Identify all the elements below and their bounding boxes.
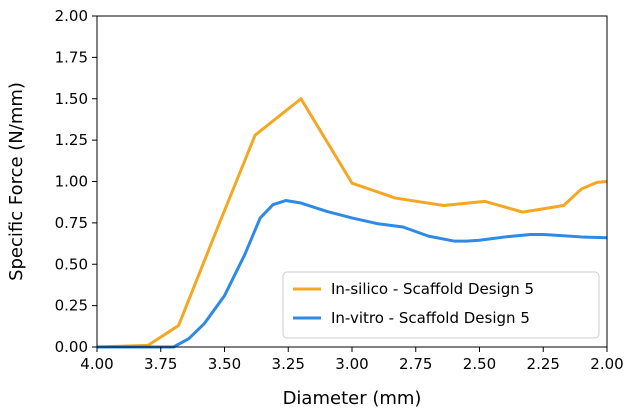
y-tick-label: 1.25 xyxy=(55,131,88,149)
y-tick-label: 1.00 xyxy=(55,173,88,191)
series-line-2 xyxy=(97,199,608,349)
y-tick-label: 0.00 xyxy=(55,338,88,356)
legend-label-2: In-vitro - Scaffold Design 5 xyxy=(331,309,530,327)
x-axis-title: Diameter (mm) xyxy=(283,388,422,409)
series-line-1 xyxy=(96,97,608,349)
x-tick-label: 3.00 xyxy=(335,355,368,373)
x-tick-label: 2.50 xyxy=(463,355,496,373)
legend-label-1: In-silico - Scaffold Design 5 xyxy=(331,280,534,298)
y-tick-label: 0.75 xyxy=(55,214,88,232)
y-tick-label: 1.50 xyxy=(55,90,88,108)
x-tick-label: 2.25 xyxy=(527,355,560,373)
x-tick-label: 3.50 xyxy=(208,355,241,373)
legend: In-silico - Scaffold Design 5 In-vitro - … xyxy=(282,271,600,339)
x-tick-label: 4.00 xyxy=(80,355,113,373)
x-tick-label: 2.75 xyxy=(399,355,432,373)
x-tick-label: 2.00 xyxy=(590,355,623,373)
y-tick-label: 0.50 xyxy=(55,255,88,273)
y-tick-label: 0.25 xyxy=(55,297,88,315)
legend-box xyxy=(282,271,600,339)
x-tick-label: 3.75 xyxy=(144,355,177,373)
x-tick-label: 3.25 xyxy=(272,355,305,373)
y-tick-label: 1.75 xyxy=(55,48,88,66)
y-axis-title: Specific Force (N/mm) xyxy=(6,82,27,281)
tick-labels: 4.00 3.75 3.50 3.25 3.00 2.75 2.50 2.25 2.00 0.00… xyxy=(55,7,624,373)
y-tick-label: 2.00 xyxy=(55,7,88,25)
